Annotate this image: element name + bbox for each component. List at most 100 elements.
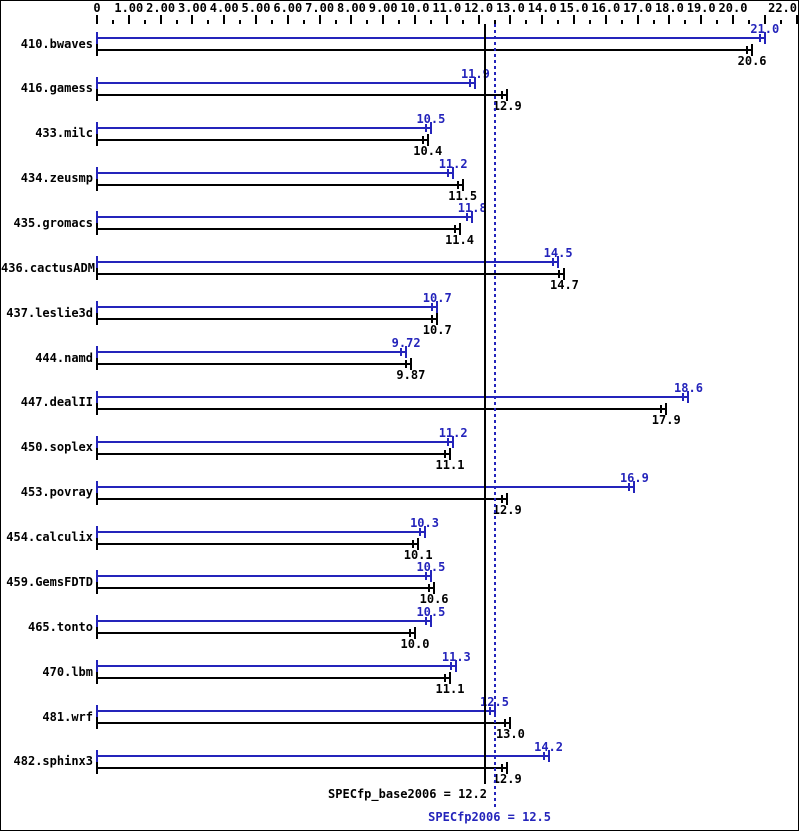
base-bar-end-cap xyxy=(506,492,509,505)
peak-bar-end-cap xyxy=(633,480,636,493)
axis-minor-tick xyxy=(207,20,210,24)
axis-major-tick xyxy=(96,15,98,24)
axis-major-tick xyxy=(159,15,162,24)
base-run-tick xyxy=(504,719,507,728)
base-value-label: 12.9 xyxy=(492,98,522,113)
base-bar-start-cap xyxy=(96,313,98,326)
peak-bar xyxy=(97,126,431,129)
base-bar-start-cap xyxy=(96,44,98,56)
base-bar xyxy=(97,766,508,769)
peak-run-tick xyxy=(552,258,555,267)
base-bar-end-cap xyxy=(414,627,416,640)
peak-bar-end-cap xyxy=(471,211,474,224)
peak-bar-start-cap xyxy=(96,121,98,134)
peak-bar-end-cap xyxy=(557,256,560,269)
axis-tick-label: 11.0 xyxy=(432,1,462,15)
axis-minor-tick xyxy=(652,20,655,24)
peak-run-tick xyxy=(447,437,450,446)
base-bar xyxy=(97,273,565,276)
peak-bar-start-cap xyxy=(96,749,98,762)
peak-mean-line xyxy=(493,24,496,808)
axis-major-tick xyxy=(732,15,734,24)
peak-value-label: 11.2 xyxy=(438,156,468,171)
peak-bar-start-cap xyxy=(96,615,98,628)
benchmark-label: 447.dealII xyxy=(20,395,93,410)
base-run-tick xyxy=(443,449,446,458)
base-bar-start-cap xyxy=(96,88,98,101)
base-value-label: 17.9 xyxy=(651,412,681,427)
axis-tick-label: 13.0 xyxy=(495,1,525,15)
axis-minor-tick xyxy=(620,20,623,24)
peak-run-tick xyxy=(682,392,685,401)
axis-minor-tick xyxy=(270,20,273,24)
peak-bar xyxy=(97,37,765,39)
peak-bar xyxy=(97,171,454,174)
base-bar-end-cap xyxy=(461,178,464,191)
peak-bar-end-cap xyxy=(455,660,458,673)
base-value-label: 9.87 xyxy=(396,368,426,383)
base-bar-end-cap xyxy=(448,447,451,460)
base-bar-start-cap xyxy=(96,492,98,505)
base-bar xyxy=(97,497,508,500)
axis-tick-label: 1.00 xyxy=(114,1,144,15)
peak-bar xyxy=(97,710,495,713)
benchmark-label: 459.GemsFDTD xyxy=(6,574,93,589)
axis-tick-label: 8.00 xyxy=(336,1,366,15)
peak-bar-start-cap xyxy=(96,346,98,359)
peak-bar-start-cap xyxy=(96,660,98,673)
peak-bar-start-cap xyxy=(96,435,98,448)
axis-tick-label: 16.0 xyxy=(591,1,621,15)
base-bar-start-cap xyxy=(96,133,98,146)
base-value-label: 14.7 xyxy=(550,278,579,293)
axis-major-tick xyxy=(318,15,321,24)
peak-bar-end-cap xyxy=(429,570,432,583)
peak-bar-end-cap xyxy=(405,346,408,359)
peak-bar-end-cap xyxy=(436,301,439,314)
peak-run-tick xyxy=(424,572,427,581)
base-run-tick xyxy=(404,360,407,369)
benchmark-label: 481.wrf xyxy=(42,709,93,724)
axis-major-tick xyxy=(445,15,448,24)
peak-value-label: 11.9 xyxy=(460,66,490,81)
peak-value-label: 10.5 xyxy=(416,605,446,620)
base-bar-end-cap xyxy=(506,761,509,774)
benchmark-label: 433.milc xyxy=(35,126,93,141)
axis-minor-tick xyxy=(493,20,496,24)
peak-run-tick xyxy=(466,213,469,222)
base-bar-start-cap xyxy=(96,582,98,595)
peak-value-label: 10.7 xyxy=(422,291,452,306)
axis-minor-tick xyxy=(557,20,560,24)
peak-bar xyxy=(97,216,473,219)
base-run-tick xyxy=(660,404,663,413)
axis-tick-label: 0 xyxy=(93,1,101,15)
base-bar-end-cap xyxy=(436,313,439,326)
base-run-tick xyxy=(558,270,561,279)
peak-value-label: 10.3 xyxy=(410,515,439,530)
base-value-label: 10.0 xyxy=(400,637,430,652)
base-bar-start-cap xyxy=(96,268,98,281)
base-bar-start-cap xyxy=(96,402,98,415)
axis-tick-label: 3.00 xyxy=(177,1,207,15)
axis-major-tick xyxy=(636,15,639,24)
peak-value-label: 10.5 xyxy=(416,111,446,126)
base-value-label: 10.1 xyxy=(403,547,433,562)
peak-value-label: 11.3 xyxy=(441,650,471,665)
axis-major-tick xyxy=(191,15,194,24)
peak-bar-start-cap xyxy=(96,390,98,403)
base-bar-end-cap xyxy=(509,717,512,730)
axis-tick-label: 17.0 xyxy=(623,1,653,15)
peak-value-label: 18.6 xyxy=(674,380,703,395)
base-run-tick xyxy=(412,539,415,548)
axis-major-tick xyxy=(573,15,575,24)
peak-bar-start-cap xyxy=(96,525,98,538)
axis-tick-label: 20.0 xyxy=(718,1,748,15)
base-bar xyxy=(97,228,460,231)
base-bar xyxy=(97,677,450,680)
peak-value-label: 11.2 xyxy=(438,425,468,440)
axis-minor-tick xyxy=(143,20,146,24)
peak-value-label: 11.8 xyxy=(457,201,487,216)
axis-major-tick xyxy=(350,15,353,24)
axis-minor-tick xyxy=(175,20,178,24)
axis-tick-label: 12.0 xyxy=(464,1,494,15)
peak-run-tick xyxy=(628,482,631,491)
